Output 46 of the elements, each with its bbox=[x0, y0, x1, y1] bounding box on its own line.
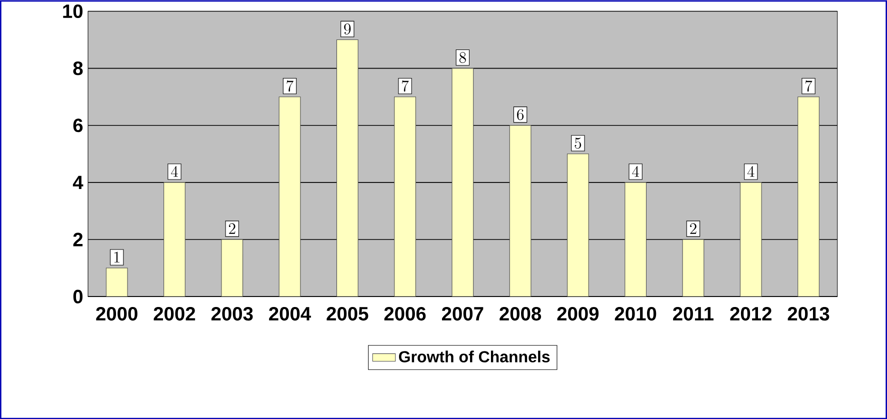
x-tick-label: 2003 bbox=[211, 306, 253, 320]
data-label: 8 bbox=[459, 52, 466, 63]
bar bbox=[221, 239, 244, 296]
data-label: 4 bbox=[170, 166, 178, 177]
legend-label: Growth of Channels bbox=[398, 350, 550, 362]
data-label: 2 bbox=[690, 223, 696, 234]
x-tick-label: 2004 bbox=[269, 306, 312, 320]
bar bbox=[164, 182, 186, 296]
y-tick-label: 4 bbox=[72, 176, 84, 189]
x-tick-label: 2009 bbox=[557, 306, 599, 320]
x-tick-label: 2010 bbox=[614, 306, 656, 320]
bar bbox=[624, 182, 647, 296]
x-tick-label: 2000 bbox=[96, 306, 138, 320]
data-label: 4 bbox=[632, 166, 640, 177]
bar bbox=[394, 96, 416, 296]
data-label: 9 bbox=[344, 23, 351, 34]
data-label: 6 bbox=[517, 109, 524, 120]
y-tick-label: 8 bbox=[73, 61, 83, 75]
y-tick-label: 6 bbox=[73, 118, 83, 132]
bar bbox=[740, 182, 762, 296]
data-label: 1 bbox=[114, 252, 120, 262]
data-label: 7 bbox=[286, 80, 294, 92]
x-tick-label: 2006 bbox=[384, 306, 426, 320]
x-tick-label: 2002 bbox=[154, 306, 196, 320]
bar bbox=[336, 39, 358, 296]
data-label: 7 bbox=[402, 80, 409, 92]
x-tick-label: 2007 bbox=[442, 306, 484, 320]
x-tick-label: 2008 bbox=[500, 306, 542, 320]
x-tick-label: 2012 bbox=[730, 306, 772, 320]
x-tick-label: 2005 bbox=[326, 306, 368, 320]
x-tick-label: 2011 bbox=[673, 306, 714, 320]
y-tick-label: 2 bbox=[73, 232, 83, 246]
data-label: 7 bbox=[805, 80, 812, 92]
bar bbox=[682, 239, 704, 296]
y-tick-label: 10 bbox=[63, 4, 83, 18]
data-label: 4 bbox=[747, 166, 754, 177]
data-label: 5 bbox=[574, 138, 582, 149]
x-tick-label: 2013 bbox=[788, 306, 830, 320]
bar bbox=[798, 96, 820, 296]
bar bbox=[278, 96, 301, 296]
data-label: 2 bbox=[228, 223, 236, 234]
bar bbox=[567, 154, 589, 296]
bar bbox=[106, 268, 128, 296]
y-tick-label: 0 bbox=[73, 290, 83, 304]
bar bbox=[509, 124, 532, 296]
bar bbox=[452, 68, 474, 296]
